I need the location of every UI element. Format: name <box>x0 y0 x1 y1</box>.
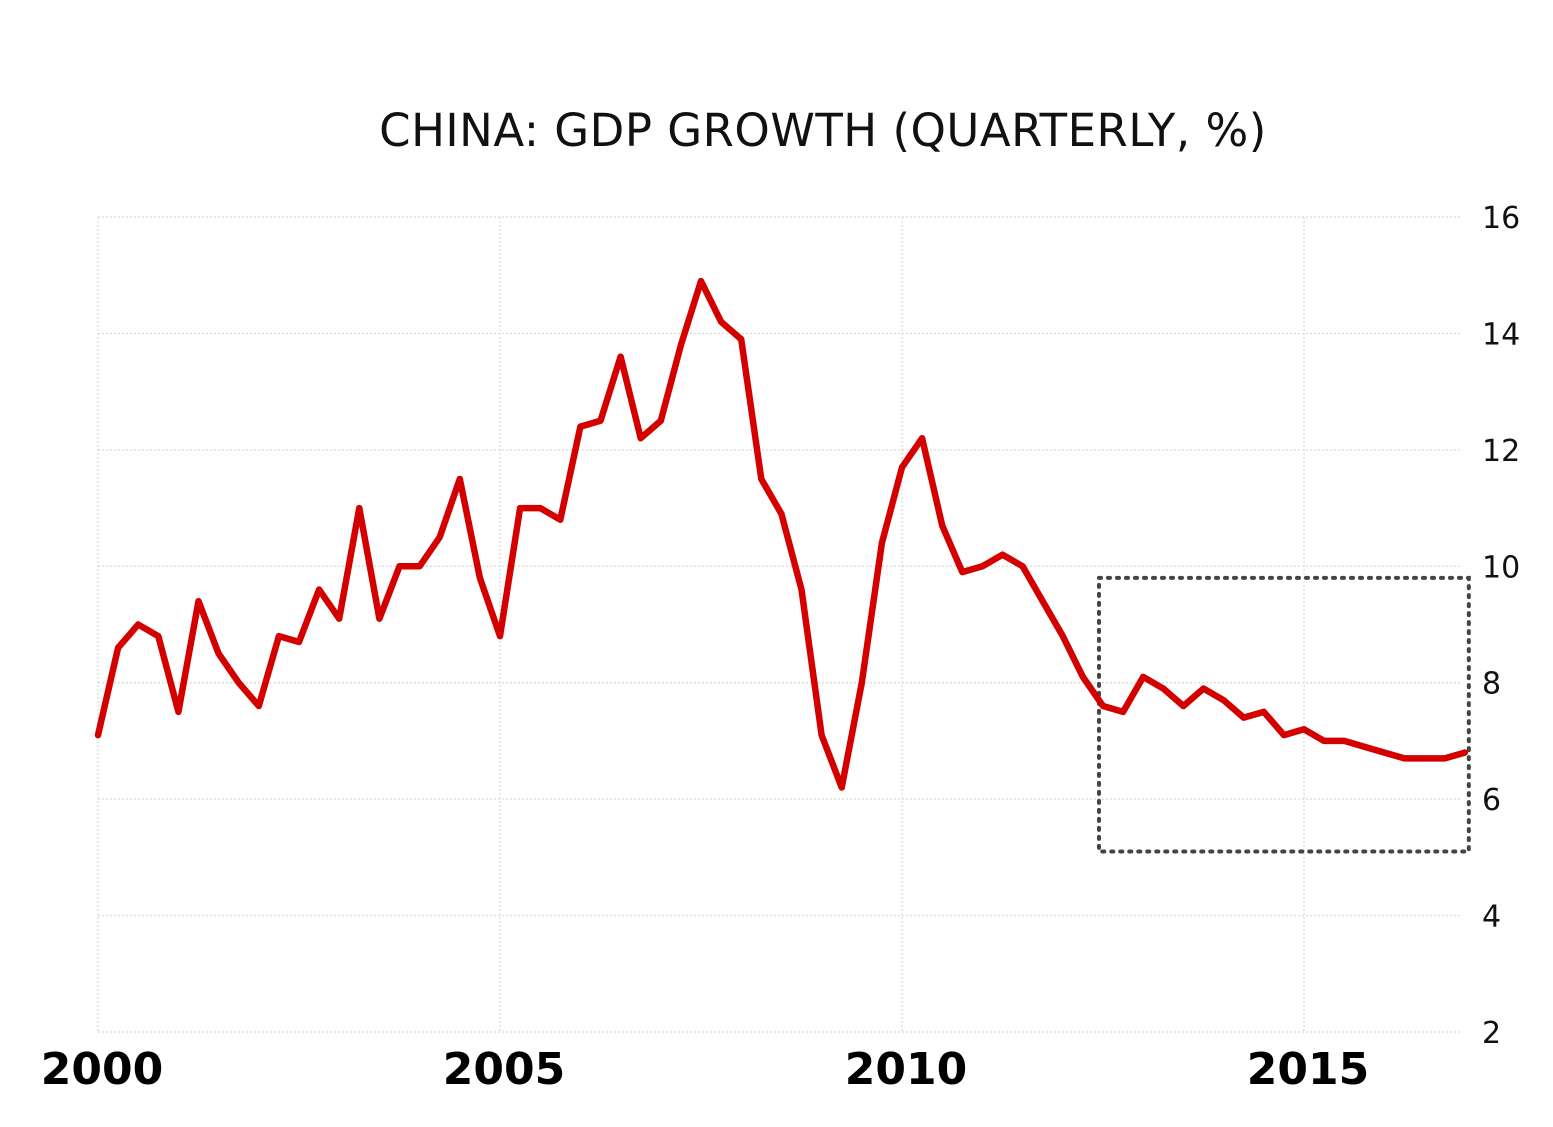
y-tick-label: 10 <box>1482 550 1520 585</box>
data-point <box>1019 563 1026 570</box>
data-point <box>416 563 423 570</box>
data-point <box>878 540 885 546</box>
data-point <box>336 615 343 622</box>
data-point <box>1140 673 1147 680</box>
data-point <box>115 644 122 651</box>
data-point <box>235 679 242 686</box>
data-point <box>275 633 282 640</box>
data-point <box>858 679 865 686</box>
x-tick-label: 2010 <box>845 1044 967 1095</box>
data-point <box>396 563 403 570</box>
data-point <box>356 505 363 512</box>
data-point <box>919 435 926 442</box>
data-point <box>738 336 745 343</box>
data-point <box>1461 749 1468 756</box>
y-tick-label: 8 <box>1482 667 1501 702</box>
data-point <box>637 435 644 442</box>
data-point <box>838 784 845 791</box>
data-point <box>215 650 222 657</box>
data-point <box>1441 755 1448 762</box>
grid-lines <box>97 216 1460 1033</box>
data-point <box>1381 749 1388 756</box>
data-point <box>1039 598 1046 605</box>
data-point <box>999 551 1006 558</box>
data-point <box>1059 633 1066 640</box>
data-point <box>557 516 564 523</box>
series-layer <box>94 277 1469 791</box>
data-point <box>95 732 101 739</box>
series-line <box>94 277 1469 791</box>
data-point <box>436 534 443 541</box>
data-point <box>1120 708 1127 715</box>
data-point <box>959 569 966 576</box>
data-point <box>798 586 805 593</box>
x-tick-label: 2005 <box>443 1044 565 1095</box>
x-tick-label: 2015 <box>1247 1044 1369 1095</box>
y-tick-label: 4 <box>1482 900 1501 935</box>
data-point <box>1341 737 1348 744</box>
data-point <box>939 522 946 529</box>
data-point <box>135 621 142 628</box>
data-point <box>155 633 162 640</box>
x-tick-label: 2000 <box>41 1044 163 1095</box>
data-point <box>1280 732 1287 739</box>
y-axis: 2 4 6 8 10 12 14 16 <box>1482 201 1520 1051</box>
data-point <box>296 638 302 645</box>
data-point <box>497 633 503 640</box>
data-point <box>698 278 704 285</box>
data-point <box>1160 685 1167 692</box>
data-point <box>1421 755 1428 762</box>
data-point <box>778 510 785 517</box>
data-point <box>758 475 765 482</box>
data-point <box>718 318 725 325</box>
x-axis: 2000 2005 2010 2015 <box>41 1044 1369 1095</box>
data-point <box>537 505 544 512</box>
data-point <box>1220 697 1227 704</box>
y-tick-label: 6 <box>1482 783 1501 818</box>
data-point <box>1321 737 1328 744</box>
data-point <box>255 703 262 709</box>
data-point <box>376 615 383 622</box>
data-point <box>677 342 684 349</box>
data-point <box>597 417 604 424</box>
y-tick-label: 14 <box>1482 317 1520 352</box>
data-point <box>1200 685 1207 692</box>
y-tick-label: 12 <box>1482 434 1520 469</box>
data-point <box>195 598 202 605</box>
data-point <box>657 417 664 424</box>
chart-title: CHINA: GDP GROWTH (QUARTERLY, %) <box>379 104 1267 157</box>
data-point <box>617 353 624 360</box>
data-point <box>1240 714 1247 721</box>
data-point <box>1301 726 1307 733</box>
data-point <box>175 708 182 715</box>
y-tick-label: 16 <box>1482 201 1520 236</box>
data-point <box>818 732 825 739</box>
data-point <box>899 464 905 471</box>
y-tick-label: 2 <box>1482 1016 1501 1051</box>
data-point <box>1100 703 1106 709</box>
data-point <box>1401 755 1408 762</box>
data-point <box>1079 673 1086 680</box>
data-point <box>517 505 524 512</box>
data-point <box>1260 708 1267 715</box>
highlight-box <box>1096 575 1471 854</box>
data-point <box>1180 703 1187 709</box>
data-point <box>476 574 483 581</box>
data-point <box>979 563 986 570</box>
data-point <box>316 586 323 593</box>
data-point <box>456 475 463 482</box>
annotations <box>1096 575 1471 854</box>
data-point <box>577 423 584 430</box>
data-point <box>1361 743 1368 750</box>
